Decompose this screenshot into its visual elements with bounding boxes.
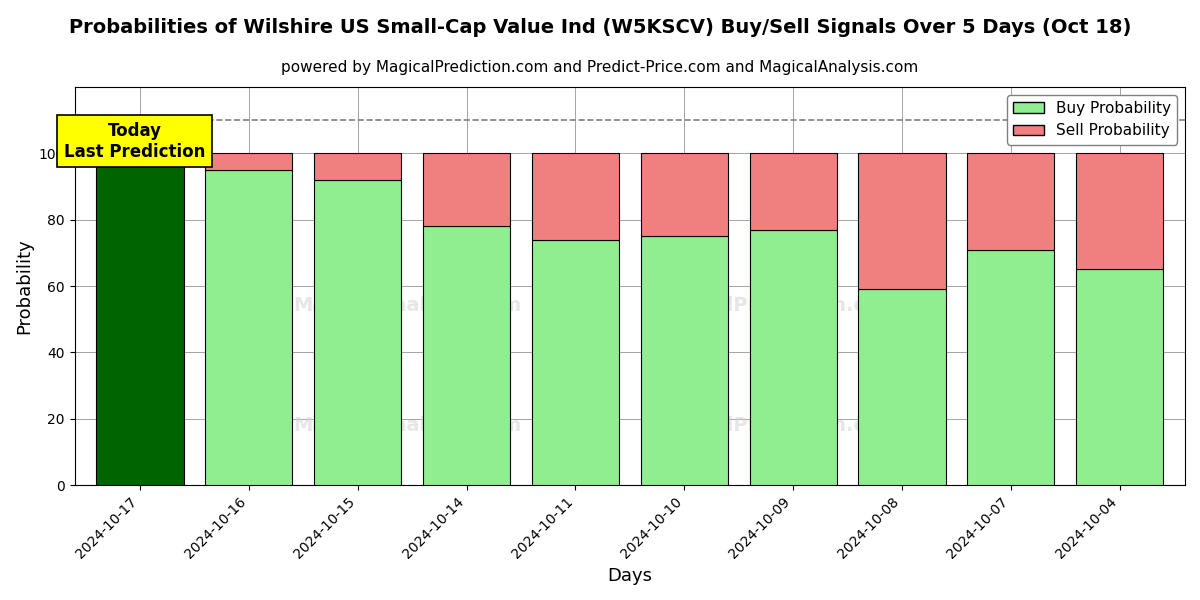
Bar bbox=[967, 250, 1055, 485]
Bar bbox=[858, 289, 946, 485]
Bar bbox=[750, 230, 836, 485]
Bar bbox=[967, 154, 1055, 250]
Bar bbox=[1076, 269, 1163, 485]
Bar bbox=[96, 154, 184, 485]
Legend: Buy Probability, Sell Probability: Buy Probability, Sell Probability bbox=[1007, 95, 1177, 145]
Text: MagicalPrediction.com: MagicalPrediction.com bbox=[649, 296, 899, 316]
Bar bbox=[750, 154, 836, 230]
Bar bbox=[422, 226, 510, 485]
Text: Probabilities of Wilshire US Small-Cap Value Ind (W5KSCV) Buy/Sell Signals Over : Probabilities of Wilshire US Small-Cap V… bbox=[68, 18, 1132, 37]
Text: MagicalPrediction.com: MagicalPrediction.com bbox=[649, 416, 899, 435]
Bar bbox=[422, 154, 510, 226]
Text: powered by MagicalPrediction.com and Predict-Price.com and MagicalAnalysis.com: powered by MagicalPrediction.com and Pre… bbox=[281, 60, 919, 75]
Text: Today
Last Prediction: Today Last Prediction bbox=[64, 122, 205, 161]
Bar bbox=[205, 154, 293, 170]
Bar bbox=[1076, 154, 1163, 269]
Bar bbox=[314, 180, 401, 485]
Bar bbox=[532, 239, 619, 485]
Bar bbox=[641, 154, 727, 236]
X-axis label: Days: Days bbox=[607, 567, 653, 585]
Y-axis label: Probability: Probability bbox=[16, 238, 34, 334]
Text: MagicalAnalysis.com: MagicalAnalysis.com bbox=[294, 416, 522, 435]
Bar bbox=[641, 236, 727, 485]
Bar bbox=[532, 154, 619, 239]
Bar bbox=[205, 170, 293, 485]
Bar bbox=[858, 154, 946, 289]
Bar bbox=[314, 154, 401, 180]
Text: MagicalAnalysis.com: MagicalAnalysis.com bbox=[294, 296, 522, 316]
